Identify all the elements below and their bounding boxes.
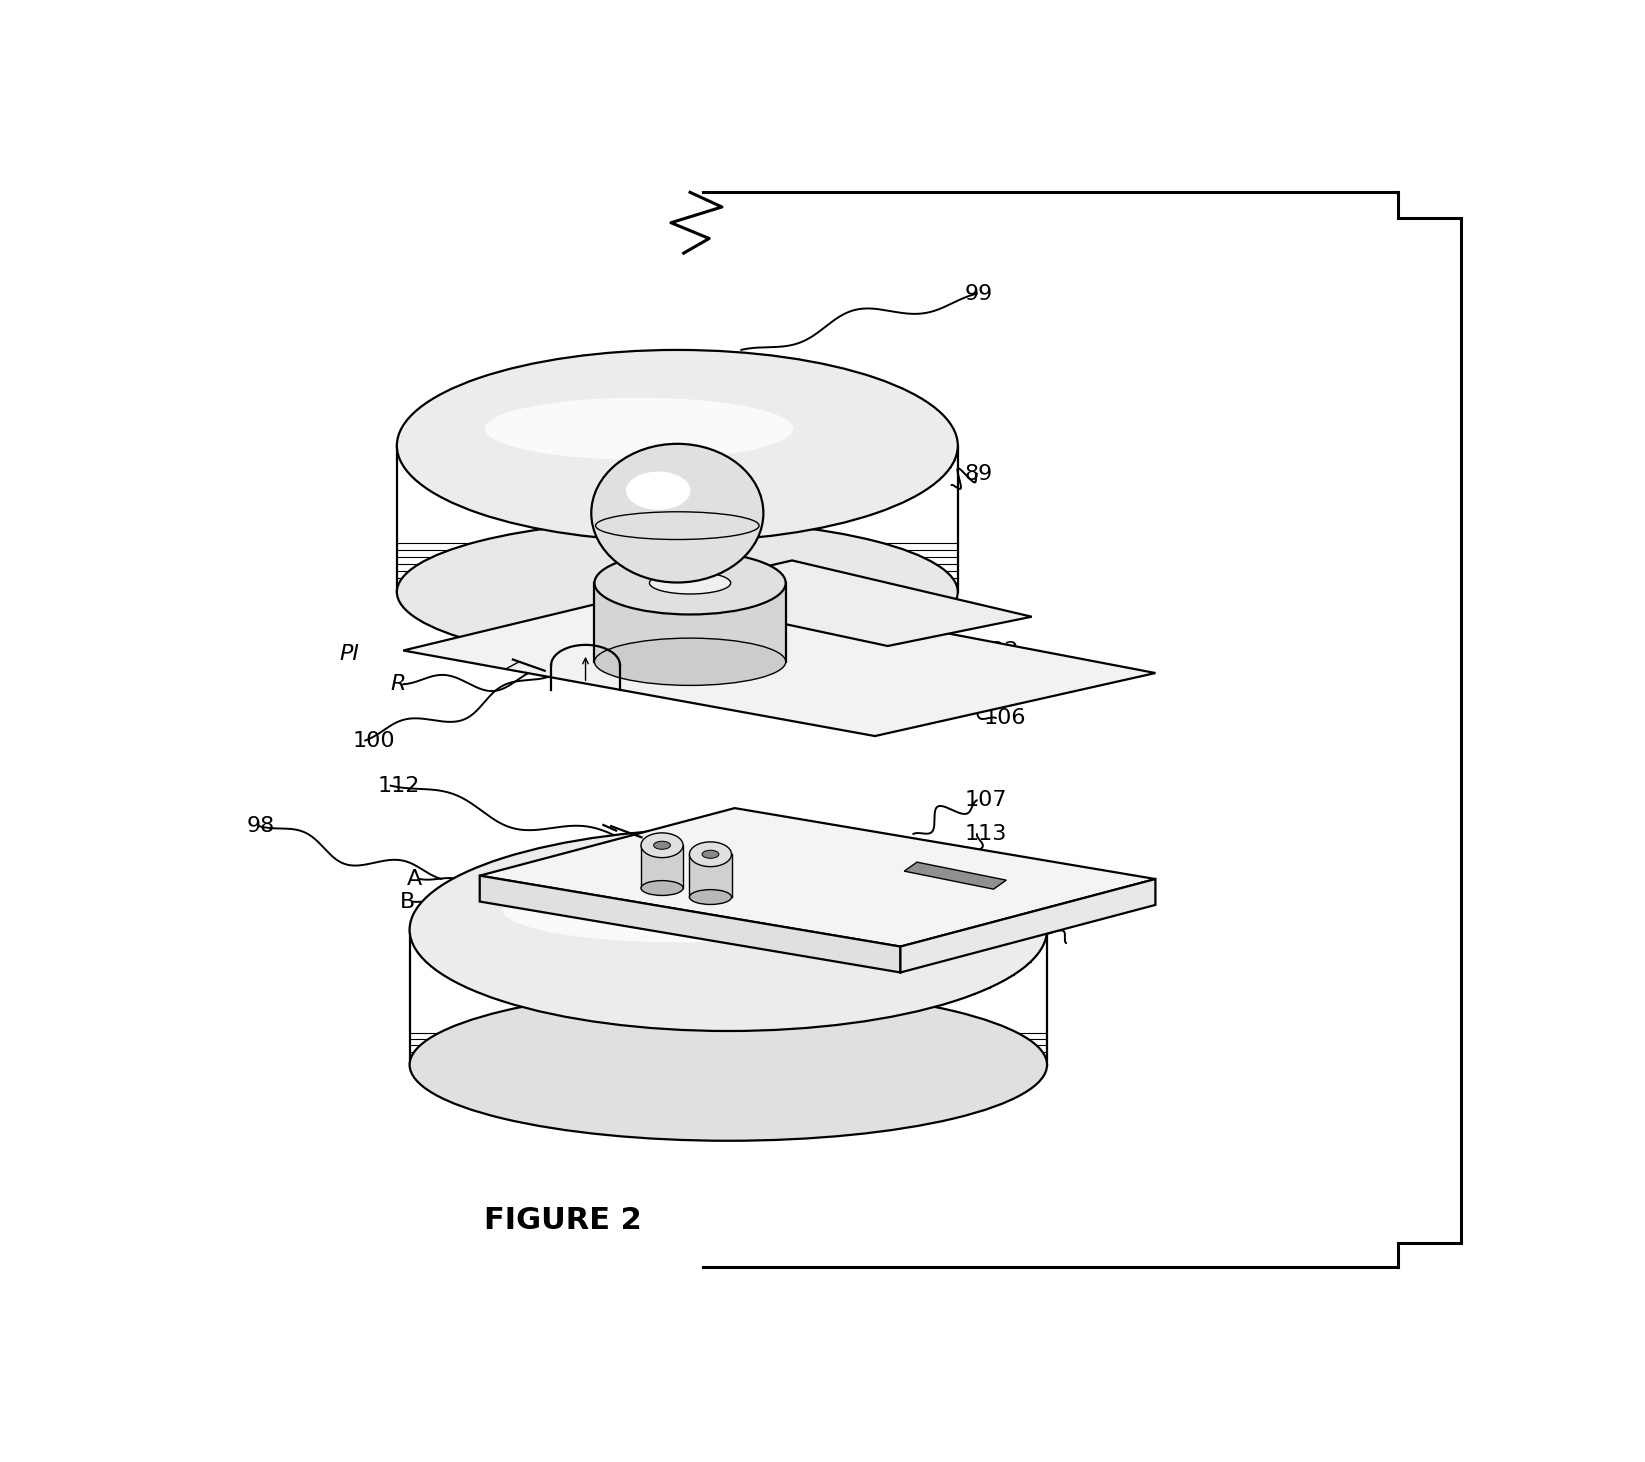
Text: CI: CI xyxy=(1015,899,1038,920)
Text: 102: 102 xyxy=(977,640,1020,661)
Text: 98: 98 xyxy=(247,816,275,836)
Polygon shape xyxy=(642,845,683,887)
Ellipse shape xyxy=(642,833,683,858)
Ellipse shape xyxy=(410,829,1048,1031)
Text: 112: 112 xyxy=(378,776,419,795)
Polygon shape xyxy=(480,808,1155,946)
Text: PI: PI xyxy=(339,643,360,664)
Ellipse shape xyxy=(650,572,730,594)
Ellipse shape xyxy=(642,880,683,895)
Ellipse shape xyxy=(689,842,732,867)
Text: FIGURE 2: FIGURE 2 xyxy=(484,1206,642,1234)
Ellipse shape xyxy=(485,398,793,461)
Polygon shape xyxy=(645,560,1031,646)
Ellipse shape xyxy=(594,551,786,614)
Ellipse shape xyxy=(410,988,1048,1140)
Text: 89: 89 xyxy=(964,463,992,484)
Text: R: R xyxy=(390,674,406,694)
Text: 106': 106' xyxy=(747,678,796,697)
Text: 88: 88 xyxy=(869,959,897,980)
Polygon shape xyxy=(905,863,1007,889)
Ellipse shape xyxy=(502,877,852,943)
Ellipse shape xyxy=(702,851,719,858)
Ellipse shape xyxy=(653,841,671,849)
Ellipse shape xyxy=(627,472,691,510)
Ellipse shape xyxy=(689,889,732,905)
Text: B: B xyxy=(400,892,415,911)
Ellipse shape xyxy=(396,349,957,541)
Ellipse shape xyxy=(594,637,786,686)
Polygon shape xyxy=(900,879,1155,972)
Text: A: A xyxy=(406,868,423,889)
Polygon shape xyxy=(689,854,732,898)
Text: 100: 100 xyxy=(352,731,395,750)
Polygon shape xyxy=(594,583,786,662)
Text: 107: 107 xyxy=(964,791,1007,810)
Text: 103: 103 xyxy=(957,866,1000,886)
Text: 106: 106 xyxy=(984,708,1026,728)
Ellipse shape xyxy=(591,444,763,582)
Text: 99: 99 xyxy=(964,284,992,304)
Polygon shape xyxy=(403,583,1155,735)
Polygon shape xyxy=(480,876,900,972)
Text: 113: 113 xyxy=(964,825,1007,844)
Ellipse shape xyxy=(396,520,957,664)
